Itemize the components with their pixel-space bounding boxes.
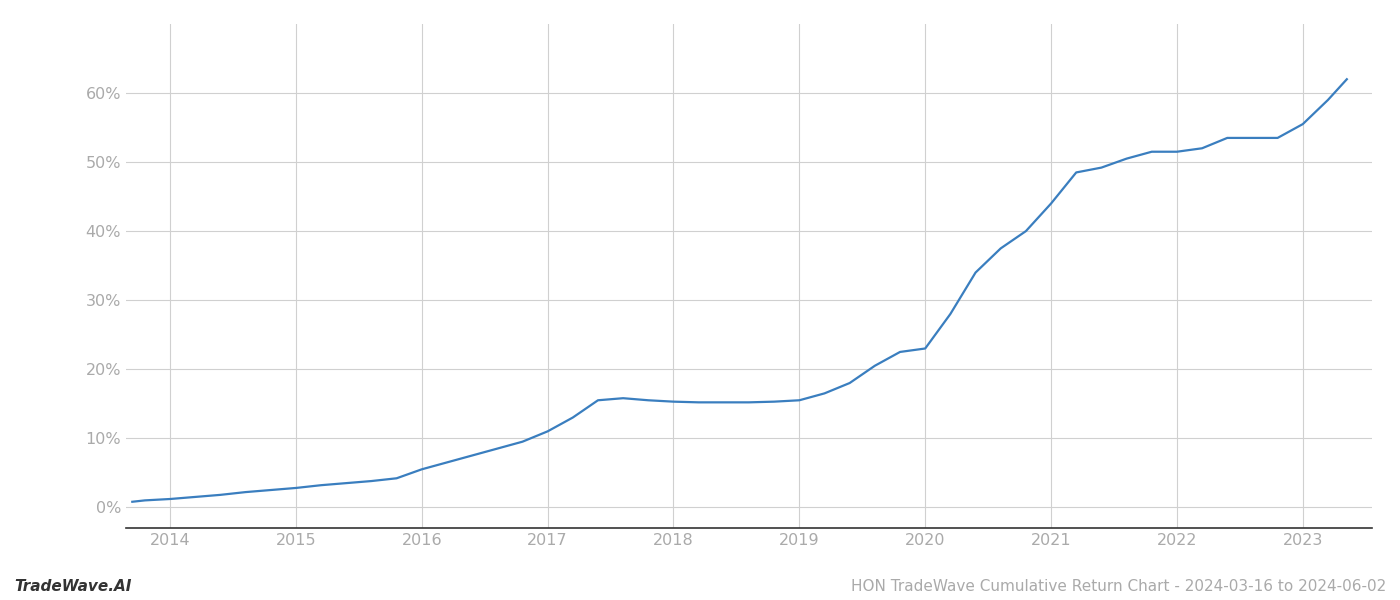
Text: HON TradeWave Cumulative Return Chart - 2024-03-16 to 2024-06-02: HON TradeWave Cumulative Return Chart - … xyxy=(851,579,1386,594)
Text: TradeWave.AI: TradeWave.AI xyxy=(14,579,132,594)
